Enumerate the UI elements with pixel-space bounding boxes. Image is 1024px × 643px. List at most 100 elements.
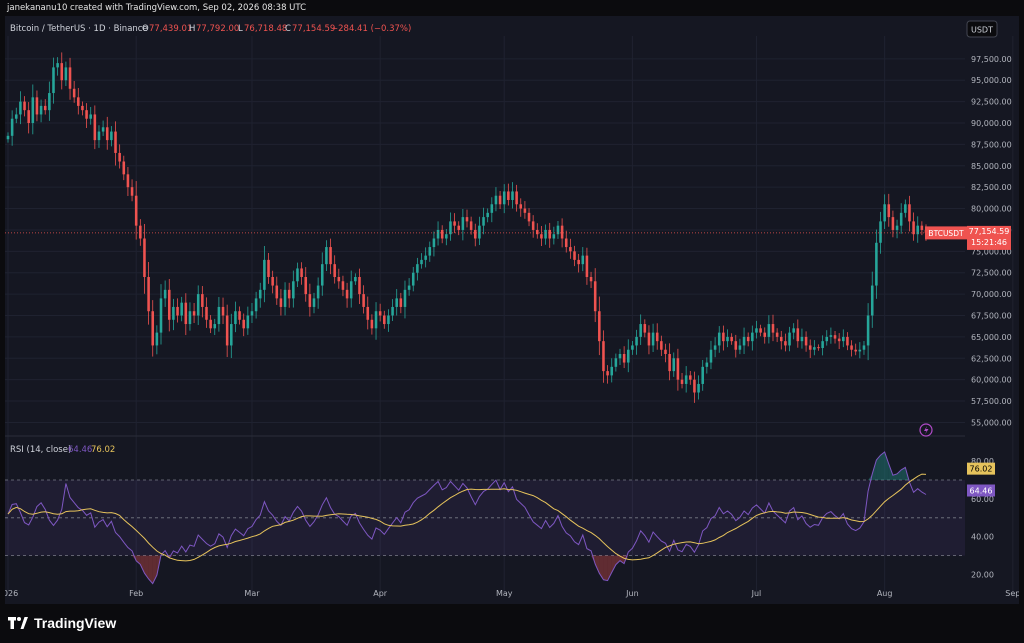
price-tick-label: 82,500.00 (971, 183, 1012, 192)
candle-body (689, 375, 692, 380)
candle-body (693, 379, 696, 393)
candle (440, 225, 444, 244)
candle (713, 337, 717, 358)
candle (23, 96, 26, 117)
candle (866, 303, 870, 361)
candles[interactable] (6, 52, 928, 403)
candle-body (445, 234, 448, 239)
candle (904, 199, 907, 218)
candle-body (519, 204, 523, 209)
candle (354, 273, 357, 285)
tradingview-logo-icon (8, 617, 28, 629)
candle (676, 348, 680, 391)
candle-body (304, 277, 308, 295)
candle (548, 222, 551, 248)
candle-body (556, 225, 560, 235)
candle-body (234, 311, 237, 325)
candle (763, 327, 767, 344)
chart-svg[interactable]: 97,500.00 95,000.00 92,500.00 90,000.00 87,5… (0, 16, 1020, 604)
candle (445, 229, 448, 246)
candle-body (577, 259, 580, 265)
candle-body (589, 277, 593, 282)
candle (717, 326, 721, 353)
change-value: −284.41 (−0.37%) (331, 24, 411, 34)
candle (808, 339, 812, 358)
candle (31, 84, 35, 135)
candle (374, 302, 378, 340)
candle (246, 306, 250, 335)
candle-body (651, 332, 655, 346)
candle (205, 297, 208, 328)
rsi-tick-label: 80.00 (971, 457, 994, 466)
candle (279, 289, 283, 316)
candle-body (684, 375, 688, 384)
candle (387, 309, 390, 332)
currency-button[interactable]: USDT (966, 20, 998, 38)
candle-body (316, 285, 320, 299)
candle-body (449, 221, 452, 235)
candle-body (27, 110, 30, 123)
watermark-bar: janekananu10 created with TradingView.co… (0, 0, 1024, 16)
rsi-oversold-fill (599, 555, 604, 580)
price-tick-label: 55,000.00 (971, 418, 1012, 427)
candle-body (668, 354, 671, 372)
candle (668, 343, 671, 381)
candle-body (242, 319, 245, 329)
candle (800, 328, 804, 349)
candle-body (201, 294, 204, 307)
candle (416, 257, 419, 281)
candle-body (238, 311, 241, 320)
price-tick-label: 87,500.00 (971, 140, 1012, 149)
candle (829, 327, 833, 344)
candle (556, 220, 560, 239)
price-tick-label: 85,000.00 (971, 162, 1012, 171)
rsi-oversold-fill (144, 555, 149, 580)
candle-body (246, 315, 250, 329)
candle-body (68, 67, 72, 89)
candle-body (180, 302, 183, 316)
candle-body (639, 324, 642, 337)
candle (64, 61, 68, 86)
candle (850, 340, 853, 357)
candle-body (701, 366, 704, 384)
candle-body (370, 319, 374, 329)
brand[interactable]: TradingView (8, 615, 116, 631)
candle-body (478, 225, 481, 239)
candle (581, 247, 585, 272)
candle-body (184, 302, 188, 325)
time-tick-label: Feb (129, 589, 143, 598)
brand-name: TradingView (34, 615, 117, 631)
price-tick-label: 90,000.00 (971, 119, 1012, 128)
candle-body (60, 63, 64, 81)
candle-body (35, 97, 39, 115)
rsi-ma-line[interactable] (7, 473, 927, 562)
candle (68, 57, 72, 100)
lightning-icon[interactable] (919, 423, 933, 437)
candle-body (573, 251, 576, 260)
candle (10, 110, 14, 146)
candle (705, 357, 709, 374)
candle-body (858, 349, 862, 352)
watermark-text: janekananu10 created with TradingView.co… (7, 3, 307, 13)
candle (225, 304, 229, 358)
candle (833, 330, 837, 344)
candle-body (722, 332, 725, 342)
candle (602, 330, 605, 383)
candle (155, 325, 159, 355)
candle-body (709, 349, 713, 363)
candle-body (755, 328, 758, 333)
candle (660, 335, 663, 356)
candle-body (792, 328, 795, 333)
candle-body (77, 97, 80, 106)
rsi-oversold-fill (591, 555, 596, 565)
candle-body (523, 208, 527, 213)
candle (424, 247, 427, 268)
candle-body (118, 152, 121, 162)
chart-area[interactable]: 97,500.00 95,000.00 92,500.00 90,000.00 87,5… (0, 16, 1020, 604)
candle (167, 279, 171, 332)
candle-body (680, 379, 684, 384)
rsi-fills (132, 451, 910, 584)
rsi-tags: 76.02 64.46 (967, 462, 995, 497)
candle-body (908, 204, 911, 222)
candle (449, 212, 452, 241)
